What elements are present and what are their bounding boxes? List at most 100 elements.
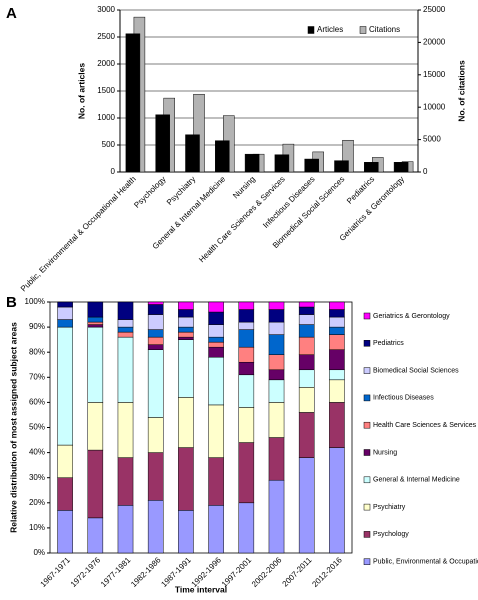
bar-segment bbox=[147, 344, 164, 350]
bar-segment bbox=[238, 329, 255, 348]
bar-segment bbox=[238, 502, 255, 554]
x-tick-label: 1972-1976 bbox=[69, 555, 103, 589]
x-tick-label: Infectious Diseases bbox=[261, 175, 316, 230]
bar-segment bbox=[147, 329, 164, 338]
legend-label: Citations bbox=[369, 25, 400, 34]
legend-swatch bbox=[363, 503, 371, 511]
bar-segment bbox=[178, 336, 194, 340]
bar bbox=[393, 162, 409, 173]
y-tick-label: 30% bbox=[29, 473, 45, 482]
y-tick-label: 100% bbox=[25, 297, 45, 306]
legend-label: Nursing bbox=[373, 449, 397, 456]
bar-segment bbox=[178, 316, 194, 328]
legend-swatch bbox=[363, 531, 371, 538]
y-tick-label: 80% bbox=[29, 347, 45, 356]
legend-swatch bbox=[363, 367, 371, 374]
bar-segment bbox=[208, 457, 224, 506]
y-tick-label: 40% bbox=[29, 448, 45, 457]
legend-label: Psychology bbox=[373, 531, 409, 538]
bar-segment bbox=[298, 369, 315, 388]
bar-segment bbox=[87, 449, 104, 519]
bar-segment bbox=[178, 397, 194, 448]
panel-label: A bbox=[6, 5, 17, 22]
legend-label: Health Care Sciences & Services bbox=[373, 422, 477, 429]
y-tick-label: 1000 bbox=[97, 113, 115, 122]
legend-swatch bbox=[307, 26, 315, 34]
legend-swatch bbox=[359, 26, 367, 34]
bar-segment bbox=[208, 505, 224, 554]
bar-segment bbox=[208, 346, 224, 358]
bar-segment bbox=[117, 301, 134, 320]
legend-label: Articles bbox=[317, 25, 343, 34]
bar-segment bbox=[298, 336, 315, 355]
y-tick-label: 2500 bbox=[97, 32, 115, 41]
bar-segment bbox=[57, 326, 73, 446]
legend-label: Public, Environmental & Occupational bbox=[373, 559, 478, 566]
bar-segment bbox=[208, 404, 224, 458]
bar-segment bbox=[87, 301, 104, 318]
bar bbox=[274, 154, 290, 173]
bar-segment bbox=[329, 334, 345, 350]
bar-segment bbox=[57, 444, 73, 478]
bar-segment bbox=[87, 316, 104, 323]
legend-swatch bbox=[363, 394, 371, 402]
x-tick-label: 1977-1981 bbox=[99, 555, 133, 589]
bar-segment bbox=[178, 309, 194, 318]
y2-tick-label: 15000 bbox=[423, 70, 446, 79]
bar-segment bbox=[57, 301, 73, 308]
bar-segment bbox=[147, 500, 164, 554]
legend-swatch bbox=[363, 421, 371, 429]
y-tick-label: 0% bbox=[33, 548, 45, 557]
legend-label: Infectious Diseases bbox=[373, 395, 434, 402]
bar-segment bbox=[117, 457, 134, 506]
legend-swatch bbox=[363, 476, 371, 484]
bar-segment bbox=[147, 304, 164, 315]
legend-label: Pediatrics bbox=[373, 340, 404, 347]
bar-segment bbox=[238, 309, 255, 323]
bar bbox=[215, 140, 230, 173]
x-tick-label: 1997-2001 bbox=[220, 555, 254, 589]
bar-segment bbox=[329, 349, 345, 371]
bar bbox=[125, 33, 141, 173]
bar-segment bbox=[238, 301, 255, 310]
y2-tick-label: 20000 bbox=[423, 38, 446, 47]
bar-segment bbox=[329, 326, 345, 335]
bar-segment bbox=[178, 301, 194, 310]
x-tick-label: Public, Environmental & Occupational Hea… bbox=[19, 175, 138, 294]
bar-segment bbox=[147, 314, 164, 330]
bar-segment bbox=[147, 336, 164, 345]
bar-segment bbox=[298, 354, 315, 371]
bar-segment bbox=[178, 331, 194, 338]
x-tick-label: 2002-2006 bbox=[250, 555, 284, 589]
y-axis-title: No. of articles bbox=[76, 63, 86, 119]
bar-segment bbox=[298, 306, 315, 315]
y2-tick-label: 10000 bbox=[423, 102, 446, 111]
legend-label: Psychiatry bbox=[373, 504, 406, 511]
bar-segment bbox=[147, 349, 164, 418]
bar-segment bbox=[87, 321, 104, 325]
bar-segment bbox=[268, 437, 285, 481]
bar bbox=[185, 134, 200, 173]
x-tick-label: Nursing bbox=[231, 175, 257, 201]
bar-segment bbox=[238, 407, 255, 443]
bar-segment bbox=[117, 402, 134, 458]
bar-segment bbox=[329, 316, 345, 328]
y-tick-label: 50% bbox=[29, 423, 45, 432]
bar-segment bbox=[329, 402, 345, 448]
y-tick-label: 2000 bbox=[97, 59, 115, 68]
legend-swatch bbox=[363, 449, 371, 456]
bar-segment bbox=[57, 510, 73, 554]
bar-segment bbox=[117, 336, 134, 403]
bar-segment bbox=[87, 324, 104, 328]
x-tick-label: 1982-1986 bbox=[129, 555, 163, 589]
bar-segment bbox=[117, 326, 134, 333]
bar-segment bbox=[208, 324, 224, 338]
y2-tick-label: 0 bbox=[423, 167, 428, 176]
bar-segment bbox=[117, 331, 134, 338]
y2-tick-label: 25000 bbox=[423, 5, 446, 14]
plot-frame bbox=[49, 301, 353, 554]
legend-label: General & Internal Medicine bbox=[373, 477, 460, 484]
bar-segment bbox=[268, 402, 285, 438]
bar-segment bbox=[87, 326, 104, 403]
bar-segment bbox=[268, 479, 285, 554]
